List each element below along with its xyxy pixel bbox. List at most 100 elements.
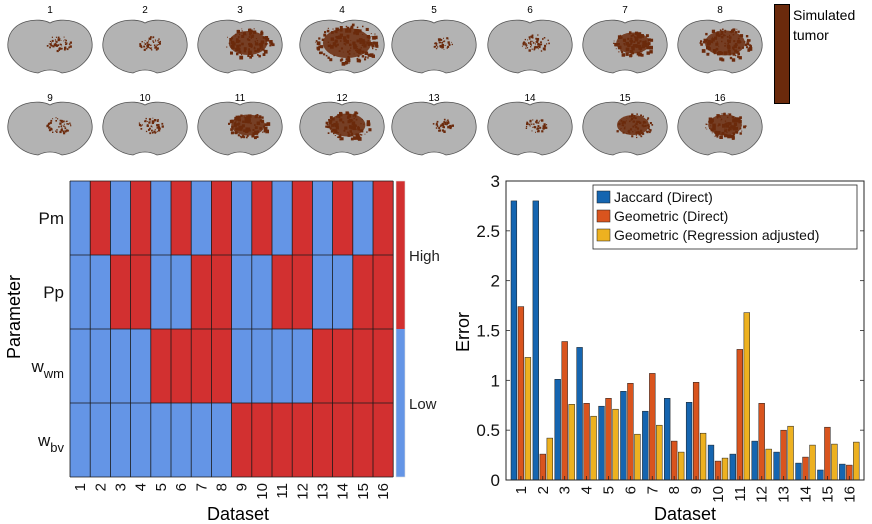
bar-y-tick-0.5: 0.5 [476, 421, 500, 440]
tumor-speck [438, 127, 441, 129]
tumor-speck [701, 49, 706, 53]
tumor-speck [531, 48, 533, 50]
tumor-speck [636, 136, 638, 139]
tumor-speck [69, 122, 71, 124]
tumor-speck [702, 41, 706, 44]
brain-slice-10 [102, 101, 188, 156]
bar-geometric-regression-9 [699, 432, 707, 481]
tumor-speck [151, 129, 153, 132]
tumor-speck [542, 128, 543, 130]
tumor-speck [375, 49, 377, 51]
heatmap-cell-w_wm-4 [130, 329, 152, 403]
heatmap-cell-Pm-16 [373, 181, 394, 255]
tumor-speck [161, 125, 164, 128]
bar-jaccard-direct-12 [751, 440, 758, 481]
tumor-speck [449, 127, 452, 130]
tumor-speck [241, 54, 242, 56]
tumor-speck [545, 126, 548, 129]
tumor-speck [441, 126, 443, 128]
tumor-speck [528, 36, 531, 39]
brain-slice-label-2: 2 [142, 5, 148, 16]
tumor-speck [239, 135, 242, 138]
tumor-speck [316, 41, 321, 46]
tumor-speck [531, 34, 534, 37]
tumor-speck [538, 46, 541, 49]
tumor-speck [613, 42, 615, 44]
tumor-speck [737, 55, 740, 58]
tumor-speck [66, 120, 68, 122]
tumor-speck [344, 61, 348, 65]
tumor-speck [49, 43, 52, 46]
tumor-speck [711, 132, 713, 134]
heatmap-cell-w_wm-14 [332, 329, 354, 403]
heatmap-cell-Pm-12 [292, 181, 313, 255]
tumor-speck [532, 42, 535, 44]
tumor-speck [323, 53, 326, 56]
heatmap-cell-w_bv-4 [130, 403, 152, 477]
tumor-speck [159, 40, 161, 43]
tumor-speck [649, 45, 653, 50]
tumor-speck [436, 122, 438, 124]
tumor-speck [635, 134, 637, 136]
tumor-speck [532, 123, 534, 125]
bar-x-tick-15: 15 [819, 486, 836, 503]
bar-legend-label-0: Jaccard (Direct) [614, 189, 713, 205]
tumor-speck [60, 44, 62, 46]
tumor-speck [525, 45, 528, 47]
tumor-speck [739, 116, 742, 119]
tumor-speck [241, 30, 243, 32]
tumor-speck [535, 120, 538, 124]
tumor-speck [57, 38, 60, 41]
brain-slices-svg [7, 19, 763, 156]
tumor-speck [264, 36, 269, 40]
tumor-speck [525, 127, 528, 129]
heatmap-y-tick-labels: Pm Pp wwm wbv [31, 209, 65, 455]
tumor-speck [529, 38, 531, 40]
tumor-speck [616, 130, 619, 133]
tumor-speck [155, 131, 157, 133]
tumor-speck [522, 44, 525, 46]
tumor-speck [56, 131, 58, 133]
tumor-speck [451, 41, 452, 43]
tumor-speck [149, 127, 151, 130]
tumor-speck [140, 45, 143, 48]
heatmap-cell-w_wm-10 [251, 329, 273, 403]
tumor-speck [158, 44, 160, 46]
tumor-speck [528, 42, 530, 44]
tumor-speck [731, 137, 735, 140]
tumor-speck [537, 34, 539, 36]
tumor-speck [345, 59, 347, 61]
tumor-speck [530, 44, 532, 46]
tumor-speck [148, 47, 151, 49]
tumor-speck [158, 127, 161, 130]
tumor-speck [55, 130, 56, 132]
tumor-speck [530, 123, 532, 125]
tumor-speck [371, 46, 373, 48]
tumor-speck [362, 25, 364, 28]
tumor-speck [237, 134, 240, 137]
tumor-speck [152, 40, 154, 42]
tumor-speck [229, 122, 231, 124]
tumor-speck [55, 40, 57, 42]
tumor-speck [367, 53, 371, 57]
tumor-speck [536, 130, 539, 133]
tumor-speck [141, 124, 143, 126]
tumor-speck [157, 41, 159, 43]
simulated-tumor-brain-grid: Simulated tumor 1 2 3 4 5 6 7 8 9 10 11 12 13 14 15 16 [0, 0, 872, 172]
tumor-speck [236, 29, 240, 34]
tumor-speck [262, 131, 264, 133]
tumor-speck [67, 123, 70, 125]
tumor-speck [346, 58, 351, 63]
tumor-speck [370, 33, 372, 35]
heatmap-cell-Pp-15 [352, 255, 374, 329]
heatmap-cell-Pp-5 [150, 255, 172, 329]
heatmap-cell-w_bv-3 [110, 403, 131, 477]
tumor-speck [731, 29, 735, 33]
heatmap-cell-w_wm-1 [70, 329, 91, 403]
tumor-core [323, 28, 371, 58]
tumor-speck [315, 40, 318, 42]
heatmap-cell-Pp-1 [70, 255, 91, 329]
tumor-speck [54, 39, 56, 41]
tumor-speck [328, 119, 330, 121]
tumor-speck [258, 116, 260, 118]
